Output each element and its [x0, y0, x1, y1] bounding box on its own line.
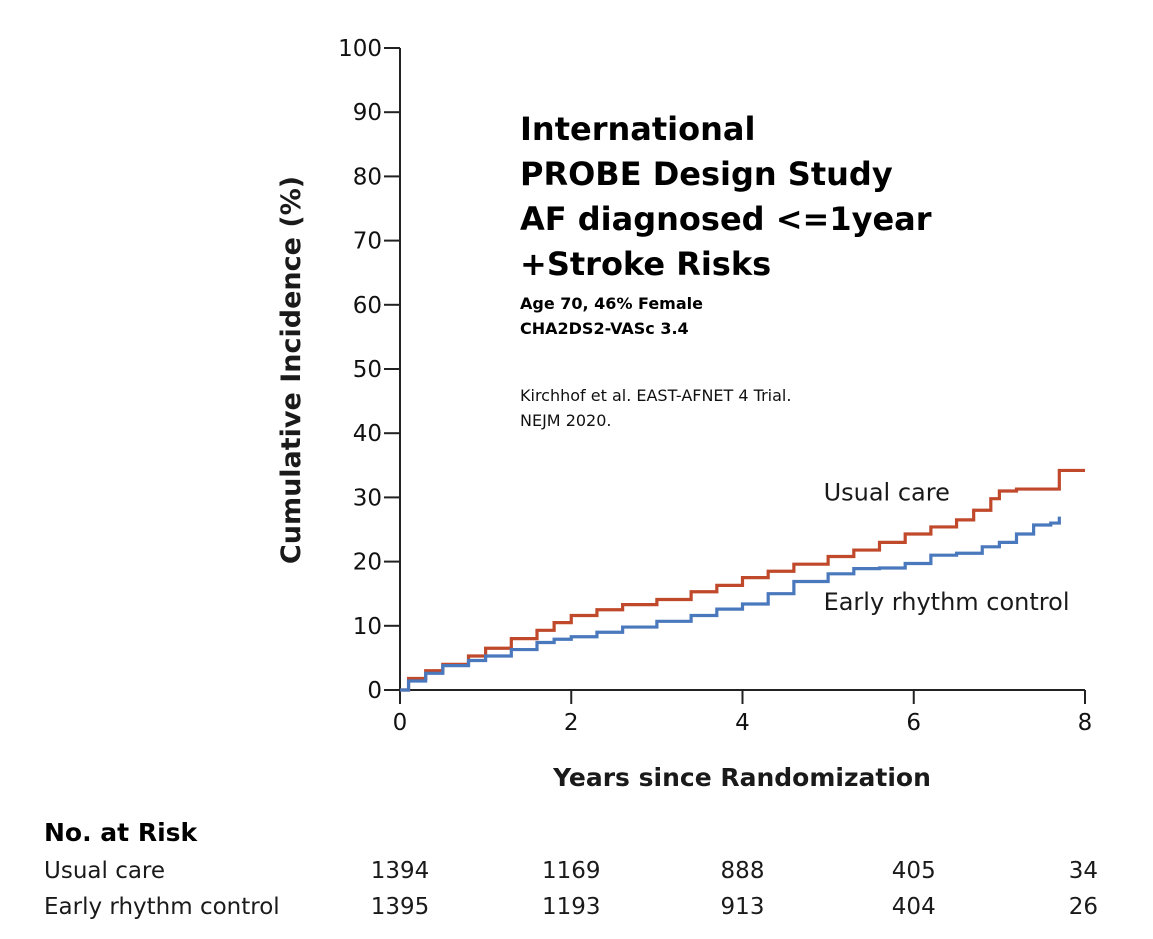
series-label-early-rhythm-control: Early rhythm control [824, 588, 1070, 616]
risk-count: 1193 [541, 894, 601, 920]
series-labels: Usual care Early rhythm control [824, 479, 1070, 616]
chart-title-line: AF diagnosed <=1year [520, 200, 932, 238]
risk-count: 1395 [370, 894, 430, 920]
x-axis-label: Years since Randomization [552, 763, 931, 792]
chart-title-line: +Stroke Risks [520, 245, 771, 283]
risk-count: 26 [1068, 894, 1098, 920]
y-tick-label: 20 [353, 550, 382, 576]
chart-ticks: 0 10 20 30 40 50 60 70 80 90 100 0 2 4 6 8 [338, 36, 1092, 736]
x-tick-label: 4 [735, 710, 750, 736]
risk-count: 1394 [370, 858, 430, 884]
y-axis-label: Cumulative Incidence (%) [276, 176, 307, 564]
risk-count: 888 [720, 858, 765, 884]
risk-row: Usual care 1394 1169 888 405 34 [44, 858, 1100, 890]
y-tick-label: 80 [353, 164, 382, 190]
risk-count: 405 [891, 858, 936, 884]
risk-count: 1169 [541, 858, 601, 884]
series-line-usual-care [400, 468, 1085, 692]
x-tick-label: 6 [906, 710, 921, 736]
chart-title-line: International [520, 110, 755, 148]
risk-row-label: Usual care [44, 858, 166, 884]
chart-subtitle-line: CHA2DS2-VASc 3.4 [520, 319, 689, 338]
series-label-usual-care: Usual care [824, 479, 950, 507]
y-tick-label: 0 [367, 678, 382, 704]
risk-table-title: No. at Risk [44, 818, 198, 847]
series-line-early-rhythm-control [400, 516, 1061, 692]
chart-title-block: International PROBE Design Study AF diagno… [520, 110, 932, 430]
y-tick-label: 60 [353, 293, 382, 319]
risk-count: 913 [720, 894, 765, 920]
x-tick-label: 2 [564, 710, 579, 736]
x-tick-label: 0 [393, 710, 408, 736]
y-tick-label: 90 [353, 100, 382, 126]
x-tick-label: 8 [1078, 710, 1093, 736]
risk-count: 404 [891, 894, 936, 920]
citation-line: NEJM 2020. [520, 411, 612, 430]
chart-series [400, 468, 1085, 692]
citation-line: Kirchhof et al. EAST-AFNET 4 Trial. [520, 386, 791, 405]
y-tick-label: 50 [353, 357, 382, 383]
km-chart: 0 10 20 30 40 50 60 70 80 90 100 0 2 4 6 8 Cumulative I… [276, 36, 1092, 792]
chart-subtitle-line: Age 70, 46% Female [520, 294, 703, 313]
risk-row-label: Early rhythm control [44, 894, 280, 920]
y-tick-label: 10 [353, 614, 382, 640]
y-tick-label: 30 [353, 485, 382, 511]
y-tick-label: 70 [353, 229, 382, 255]
y-tick-label: 100 [338, 36, 382, 62]
risk-row: Early rhythm control 1395 1193 913 404 26 [44, 894, 1100, 926]
y-tick-label: 40 [353, 421, 382, 447]
chart-title-line: PROBE Design Study [520, 155, 893, 193]
risk-count: 34 [1068, 858, 1098, 884]
